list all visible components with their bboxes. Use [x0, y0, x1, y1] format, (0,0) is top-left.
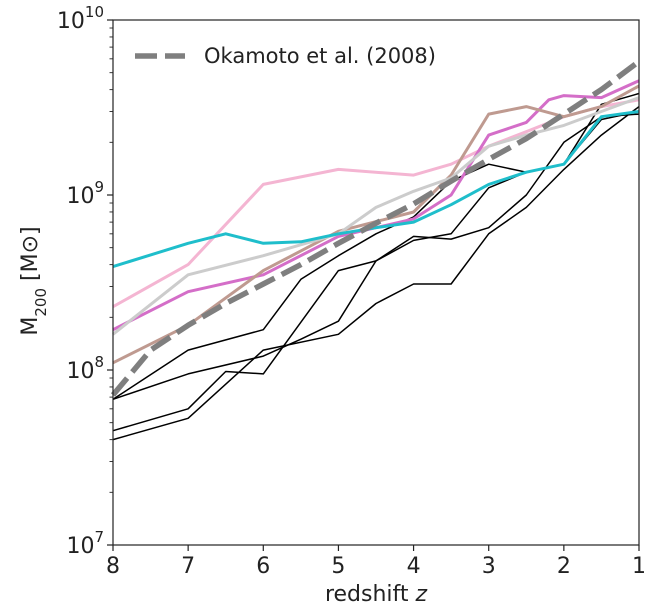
series-line-7 — [112, 84, 640, 365]
y-tick-label: 109 — [66, 178, 104, 209]
x-tick-label: 1 — [632, 554, 646, 579]
y-axis-title: M200 [M⊙] — [18, 226, 50, 335]
ticks-layer: 8 7 6 5 4 3 2 1 107 108 109 1010 — [57, 3, 646, 579]
series-line-1 — [112, 92, 640, 400]
series-line-4 — [112, 106, 640, 441]
x-tick-label: 3 — [482, 554, 496, 579]
x-tick-label: 6 — [256, 554, 270, 579]
series-line-5 — [112, 98, 640, 309]
y-tick-label: 107 — [66, 528, 104, 559]
series-line-okamoto — [110, 59, 641, 397]
series-line-2 — [112, 110, 640, 401]
series-line-3 — [112, 113, 640, 432]
x-tick-label: 7 — [181, 554, 195, 579]
y-tick-label: 108 — [66, 353, 104, 384]
series-line-8 — [112, 96, 640, 336]
plot-frame — [112, 19, 640, 546]
x-axis-title: redshift z — [325, 582, 428, 606]
x-tick-label: 5 — [331, 554, 345, 579]
y-tick-label: 1010 — [57, 3, 104, 34]
x-tick-label: 8 — [106, 554, 120, 579]
series-line-9 — [112, 110, 640, 269]
x-tick-label: 2 — [557, 554, 571, 579]
legend: Okamoto et al. (2008) — [135, 44, 436, 68]
x-tick-label: 4 — [407, 554, 421, 579]
series-line-6 — [112, 79, 640, 332]
series-layer — [110, 59, 641, 441]
legend-label-okamoto: Okamoto et al. (2008) — [204, 44, 436, 68]
